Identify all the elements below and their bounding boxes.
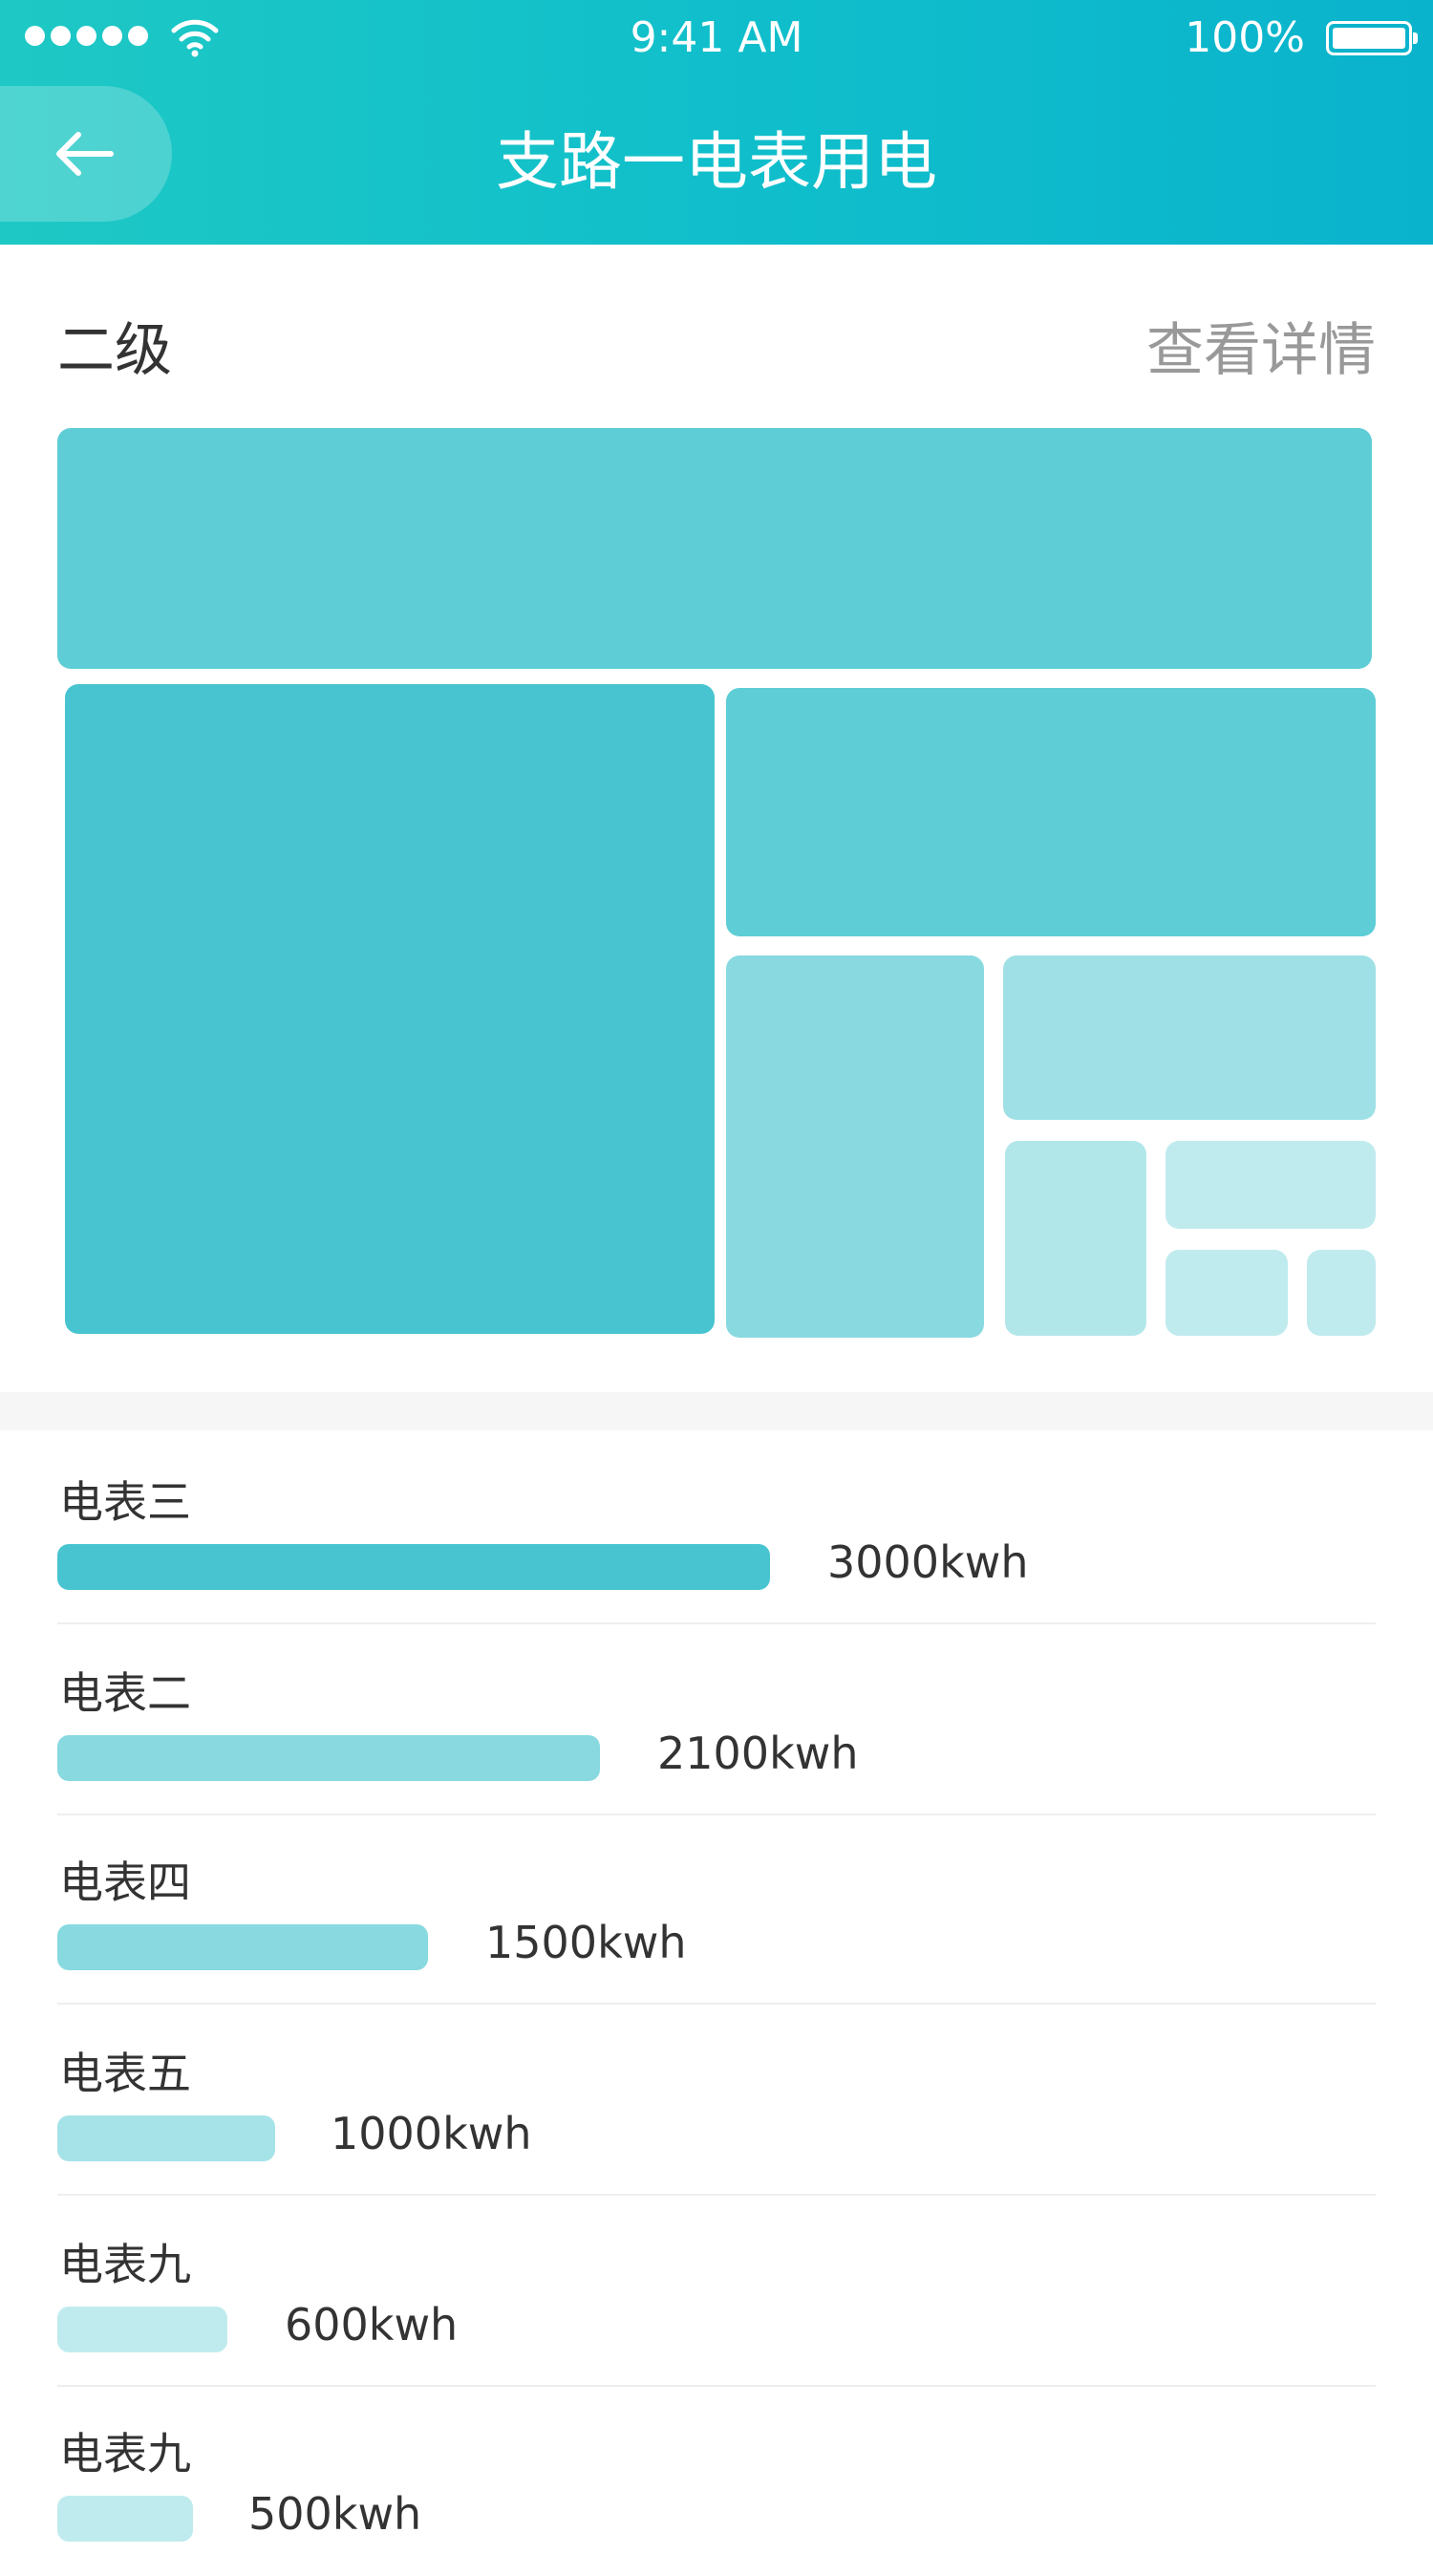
meter-row[interactable]: 电表二 2100kwh bbox=[0, 1624, 1433, 1815]
meter-name: 电表五 bbox=[59, 2048, 191, 2099]
back-button[interactable] bbox=[0, 86, 172, 222]
wifi-icon bbox=[171, 19, 219, 57]
status-time: 9:41 AM bbox=[630, 13, 803, 62]
section-header: 二级 查看详情 bbox=[57, 304, 1376, 390]
treemap-tile[interactable] bbox=[65, 684, 715, 1334]
treemap-tile[interactable] bbox=[1003, 955, 1376, 1120]
battery-percent: 100% bbox=[1185, 13, 1305, 62]
header: 9:41 AM 100% 支路一电表用电 bbox=[0, 0, 1433, 245]
meter-name: 电表四 bbox=[59, 1857, 191, 1908]
section-divider bbox=[0, 1392, 1433, 1430]
treemap-tile[interactable] bbox=[726, 955, 984, 1338]
meter-row[interactable]: 电表三 3000kwh bbox=[0, 1433, 1433, 1624]
meter-name: 电表九 bbox=[59, 2239, 191, 2290]
meter-row[interactable]: 电表九 500kwh bbox=[0, 2385, 1433, 2576]
signal-icon bbox=[25, 26, 148, 46]
meter-bar bbox=[57, 2115, 275, 2161]
page-title: 支路一电表用电 bbox=[496, 125, 937, 199]
meter-bar bbox=[57, 1924, 428, 1970]
status-bar: 9:41 AM 100% bbox=[0, 0, 1433, 80]
meter-bar bbox=[57, 1735, 600, 1781]
meter-bar bbox=[57, 1544, 770, 1590]
meter-row[interactable]: 电表四 1500kwh bbox=[0, 1814, 1433, 2005]
meter-bar bbox=[57, 2307, 227, 2352]
treemap-tile[interactable] bbox=[57, 428, 1372, 669]
row-divider bbox=[57, 1814, 1376, 1815]
meter-value: 3000kwh bbox=[827, 1536, 1029, 1588]
meter-bar bbox=[57, 2496, 193, 2542]
arrow-left-icon bbox=[56, 132, 114, 176]
treemap-tile[interactable] bbox=[726, 688, 1376, 936]
row-divider bbox=[57, 2194, 1376, 2196]
view-details-link[interactable]: 查看详情 bbox=[1146, 317, 1376, 384]
meter-value: 1500kwh bbox=[485, 1917, 687, 1968]
row-divider bbox=[57, 1622, 1376, 1624]
treemap-tile[interactable] bbox=[1166, 1250, 1288, 1336]
treemap-tile[interactable] bbox=[1005, 1141, 1146, 1336]
meter-row[interactable]: 电表五 1000kwh bbox=[0, 2005, 1433, 2196]
meter-name: 电表二 bbox=[59, 1667, 191, 1719]
meter-value: 2100kwh bbox=[657, 1728, 859, 1779]
meter-value: 1000kwh bbox=[331, 2108, 532, 2159]
meter-value: 600kwh bbox=[285, 2299, 459, 2351]
treemap-tile[interactable] bbox=[1166, 1141, 1376, 1229]
level-label: 二级 bbox=[57, 317, 172, 384]
battery-icon bbox=[1326, 21, 1418, 55]
meter-name: 电表九 bbox=[59, 2428, 191, 2479]
treemap-tile[interactable] bbox=[1307, 1250, 1376, 1336]
row-divider bbox=[57, 2385, 1376, 2387]
meter-row[interactable]: 电表九 600kwh bbox=[0, 2196, 1433, 2387]
meter-value: 500kwh bbox=[248, 2488, 422, 2540]
meter-name: 电表三 bbox=[59, 1476, 191, 1528]
row-divider bbox=[57, 2003, 1376, 2005]
